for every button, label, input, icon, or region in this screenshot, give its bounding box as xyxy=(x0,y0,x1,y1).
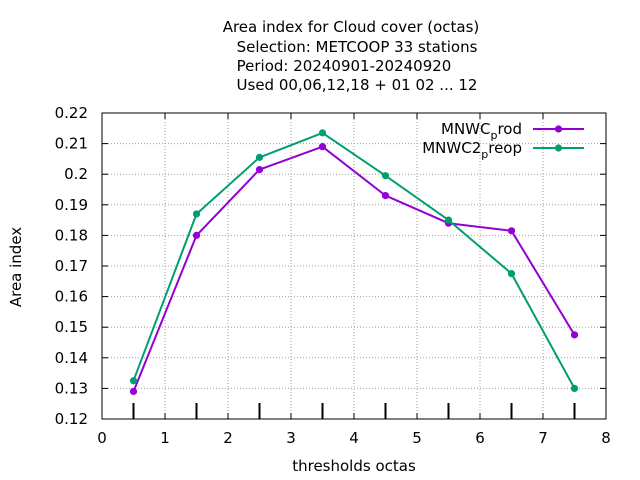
series-point-1 xyxy=(570,384,579,392)
x-tick-label: 0 xyxy=(97,429,107,447)
legend-label-1: MNWC2preop xyxy=(422,139,522,161)
y-tick-label: 0.14 xyxy=(55,349,88,367)
y-tick-label: 0.16 xyxy=(55,288,88,306)
y-tick-label: 0.21 xyxy=(55,135,88,153)
y-tick-label: 0.22 xyxy=(55,104,88,122)
x-tick-label: 3 xyxy=(286,429,296,447)
x-tick-label: 7 xyxy=(538,429,548,447)
series-point-0 xyxy=(255,166,264,174)
series-point-0 xyxy=(318,143,327,151)
grid xyxy=(102,113,606,419)
series-point-0 xyxy=(192,231,201,239)
x-tick-label: 2 xyxy=(223,429,233,447)
y-axis-label: Area index xyxy=(7,227,25,307)
series-point-1 xyxy=(129,377,138,385)
series-point-0 xyxy=(381,192,390,200)
y-tick-label: 0.2 xyxy=(64,165,88,183)
y-tick-label: 0.12 xyxy=(55,410,88,428)
series-point-0 xyxy=(129,387,138,396)
series-layer xyxy=(129,129,579,396)
y-tick-label: 0.13 xyxy=(55,379,88,397)
legend-marker-0 xyxy=(554,125,563,133)
series-point-1 xyxy=(507,270,516,278)
x-tick-label: 5 xyxy=(412,429,422,447)
series-point-0 xyxy=(507,227,516,235)
x-axis-label: thresholds octas xyxy=(292,457,416,475)
axes xyxy=(101,112,607,420)
y-tick-label: 0.17 xyxy=(55,257,88,275)
title-line-4: Used 00,06,12,18 + 01 02 ... 12 xyxy=(237,76,478,94)
title-line-1: Area index for Cloud cover (octas) xyxy=(223,18,480,36)
y-tick-label: 0.19 xyxy=(55,196,88,214)
y-tick-label: 0.18 xyxy=(55,226,88,244)
series-point-1 xyxy=(444,216,453,224)
x-tick-label: 8 xyxy=(601,429,611,447)
series-point-0 xyxy=(570,331,579,339)
legend-label-0: MNWCprod xyxy=(441,120,522,142)
tick-labels: 0 1 2 3 4 5 6 7 8 0.12 0.13 0.14 0.15 0.16 0.17 0.18 0.1… xyxy=(55,104,611,447)
threshold-marks xyxy=(132,403,576,419)
series-line-1 xyxy=(132,131,576,389)
y-tick-label: 0.15 xyxy=(55,318,88,336)
title-line-2: Selection: METCOOP 33 stations xyxy=(237,38,478,56)
title-line-3: Period: 20240901-20240920 xyxy=(237,57,452,75)
x-tick-label: 1 xyxy=(160,429,170,447)
x-tick-label: 4 xyxy=(349,429,359,447)
series-point-1 xyxy=(381,172,390,180)
chart-title: Area index for Cloud cover (octas) Selec… xyxy=(223,18,480,94)
series-point-1 xyxy=(318,129,327,137)
series-point-1 xyxy=(255,153,264,161)
x-tick-label: 6 xyxy=(475,429,485,447)
series-point-1 xyxy=(192,210,201,218)
series-line-0 xyxy=(132,145,576,392)
legend-marker-1 xyxy=(554,144,563,152)
